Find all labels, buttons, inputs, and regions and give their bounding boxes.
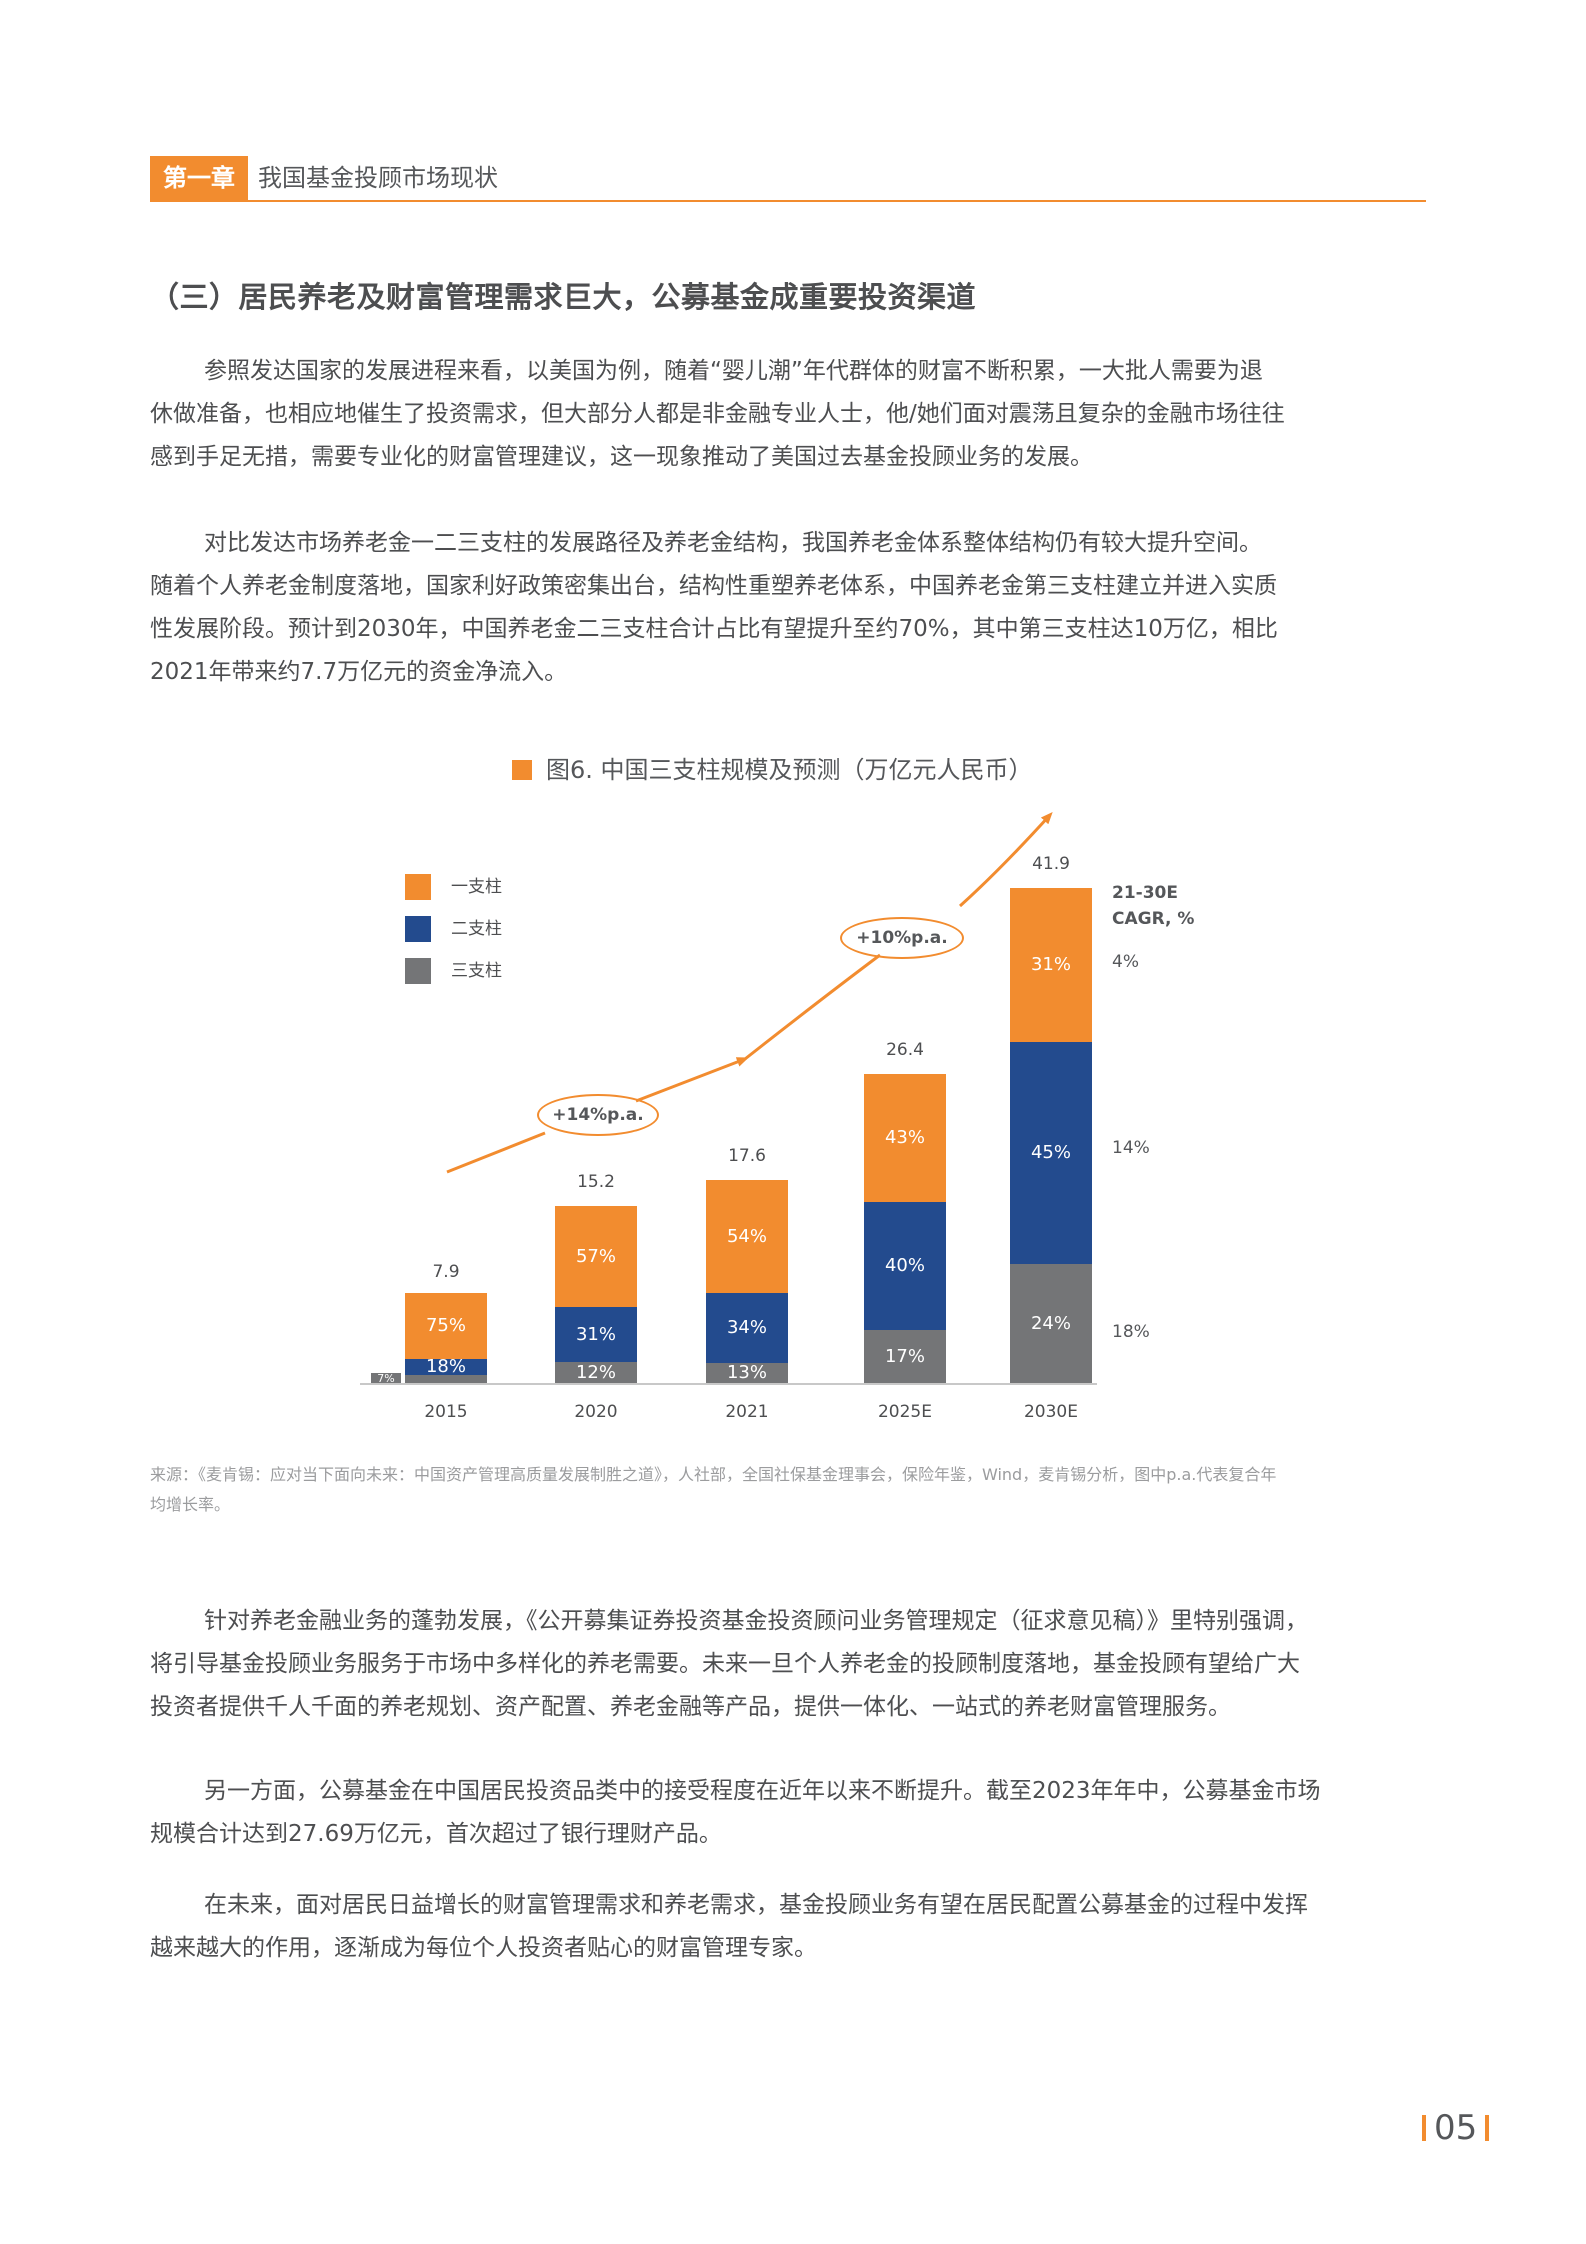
bar-segment-pillar3: 24% bbox=[1010, 1264, 1092, 1383]
bar-segment-pillar2: 31% bbox=[555, 1307, 637, 1362]
bar-total: 26.4 bbox=[886, 1040, 924, 1060]
paragraph-5: 在未来，面对居民日益增长的财富管理需求和养老需求，基金投顾业务有望在居民配置公募… bbox=[150, 1884, 1426, 1970]
paragraph-2: 对比发达市场养老金一二三支柱的发展路径及养老金结构，我国养老金体系整体结构仍有较… bbox=[150, 522, 1426, 694]
text-line: 另一方面，公募基金在中国居民投资品类中的接受程度在近年以来不断提升。截至2023… bbox=[204, 1778, 1321, 1804]
bar-2015: 75% 18% bbox=[405, 1293, 487, 1383]
legend-item-pillar2: 二支柱 bbox=[405, 916, 502, 942]
text-line: 对比发达市场养老金一二三支柱的发展路径及养老金结构，我国养老金体系整体结构仍有较… bbox=[204, 530, 1262, 556]
bar-2015-pillar3-label: 7% bbox=[371, 1373, 401, 1385]
text-line: 休做准备，也相应地催生了投资需求，但大部分人都是非金融专业人士，他/她们面对震荡… bbox=[150, 401, 1285, 427]
text-line: 越来越大的作用，逐渐成为每位个人投资者贴心的财富管理专家。 bbox=[150, 1935, 817, 1961]
bar-total: 41.9 bbox=[1032, 854, 1070, 874]
text-line: 在未来，面对居民日益增长的财富管理需求和养老需求，基金投顾业务有望在居民配置公募… bbox=[204, 1892, 1308, 1918]
text-line: 2021年带来约7.7万亿元的资金净流入。 bbox=[150, 659, 568, 685]
cagr-header-line2: CAGR, % bbox=[1112, 909, 1195, 929]
text-line: 随着个人养老金制度落地，国家利好政策密集出台，结构性重塑养老体系，中国养老金第三… bbox=[150, 573, 1277, 599]
bar-segment-pillar2: 45% bbox=[1010, 1042, 1092, 1264]
cagr-pillar3: 18% bbox=[1112, 1322, 1150, 1342]
chart-baseline bbox=[360, 1383, 1097, 1385]
bar-segment-pillar3: 13% bbox=[706, 1363, 788, 1383]
page-number: 05 bbox=[1414, 2108, 1497, 2148]
cagr-pillar2: 14% bbox=[1112, 1138, 1150, 1158]
legend-swatch-orange bbox=[405, 874, 431, 900]
bar-segment-pillar1: 75% bbox=[405, 1293, 487, 1359]
bar-2030E: 31% 45% 24% bbox=[1010, 888, 1092, 1383]
cagr-header-line1: 21-30E bbox=[1112, 883, 1178, 903]
x-axis-label: 2015 bbox=[424, 1402, 468, 1422]
bar-segment-pillar3: 17% bbox=[864, 1330, 946, 1383]
source-line: 来源：《麦肯锡：应对当下面向未来：中国资产管理高质量发展制胜之道》，人社部，全国… bbox=[150, 1465, 1277, 1484]
growth-label-2015-2021: +14%p.a. bbox=[537, 1094, 659, 1136]
legend-swatch-gray bbox=[405, 958, 431, 984]
text-line: 针对养老金融业务的蓬勃发展，《公开募集证券投资基金投资顾问业务管理规定（征求意见… bbox=[204, 1608, 1308, 1634]
figure-title-text: 图6. 中国三支柱规模及预测（万亿元人民币） bbox=[546, 756, 1033, 784]
legend-label: 一支柱 bbox=[451, 877, 502, 897]
bar-segment-pillar2: 34% bbox=[706, 1293, 788, 1363]
square-bullet-icon bbox=[512, 760, 532, 780]
section-heading: （三）居民养老及财富管理需求巨大，公募基金成重要投资渠道 bbox=[150, 280, 977, 314]
text-line: 性发展阶段。预计到2030年，中国养老金二三支柱合计占比有望提升至约70%，其中… bbox=[150, 616, 1278, 642]
bar-segment-pillar3 bbox=[405, 1375, 487, 1383]
x-axis-label: 2025E bbox=[877, 1402, 932, 1422]
growth-arrow-icon bbox=[446, 812, 1053, 1174]
x-axis-label: 2030E bbox=[1023, 1402, 1078, 1422]
x-axis-label: 2021 bbox=[725, 1402, 769, 1422]
bar-2021: 54% 34% 13% bbox=[706, 1180, 788, 1383]
bar-segment-pillar2: 18% bbox=[405, 1358, 487, 1376]
bar-segment-pillar1: 31% bbox=[1010, 888, 1092, 1042]
figure-source: 来源：《麦肯锡：应对当下面向未来：中国资产管理高质量发展制胜之道》，人社部，全国… bbox=[150, 1460, 1426, 1520]
x-axis-label: 2020 bbox=[574, 1402, 618, 1422]
header-divider bbox=[150, 200, 1426, 202]
text-line: 参照发达国家的发展进程来看，以美国为例，随着“婴儿潮”年代群体的财富不断积累，一… bbox=[204, 358, 1263, 384]
paragraph-1: 参照发达国家的发展进程来看，以美国为例，随着“婴儿潮”年代群体的财富不断积累，一… bbox=[150, 350, 1426, 479]
page-number-right-bar bbox=[1485, 2115, 1490, 2141]
chapter-title: 我国基金投顾市场现状 bbox=[258, 164, 498, 192]
bar-total: 17.6 bbox=[728, 1146, 766, 1166]
legend-label: 三支柱 bbox=[451, 961, 502, 981]
chapter-label: 第一章 bbox=[150, 156, 248, 200]
bar-segment-pillar1: 43% bbox=[864, 1074, 946, 1202]
legend-item-pillar3: 三支柱 bbox=[405, 958, 502, 984]
text-line: 感到手足无措，需要专业化的财富管理建议，这一现象推动了美国过去基金投顾业务的发展… bbox=[150, 444, 1093, 470]
cagr-pillar1: 4% bbox=[1112, 952, 1139, 972]
cagr-header: 21-30E CAGR, % bbox=[1112, 880, 1194, 932]
bar-2020: 57% 31% 12% bbox=[555, 1206, 637, 1383]
legend-item-pillar1: 一支柱 bbox=[405, 874, 502, 900]
growth-label-2021-2030: +10%p.a. bbox=[840, 917, 964, 959]
figure-title: 图6. 中国三支柱规模及预测（万亿元人民币） bbox=[512, 750, 1033, 785]
bar-segment-pillar1: 54% bbox=[706, 1180, 788, 1293]
bar-segment-pillar1: 57% bbox=[555, 1206, 637, 1307]
text-line: 将引导基金投顾业务服务于市场中多样化的养老需要。未来一旦个人养老金的投顾制度落地… bbox=[150, 1651, 1300, 1677]
bar-2025E: 43% 40% 17% bbox=[864, 1074, 946, 1383]
bar-segment-pillar2: 40% bbox=[864, 1202, 946, 1330]
page-number-left-bar bbox=[1422, 2115, 1426, 2141]
source-line: 均增长率。 bbox=[150, 1495, 231, 1514]
bar-total: 7.9 bbox=[432, 1262, 460, 1282]
text-line: 规模合计达到27.69万亿元，首次超过了银行理财产品。 bbox=[150, 1821, 722, 1847]
page-number-text: 05 bbox=[1434, 2108, 1478, 2148]
bar-segment-pillar3: 12% bbox=[555, 1362, 637, 1383]
legend-swatch-blue bbox=[405, 916, 431, 942]
legend-label: 二支柱 bbox=[451, 919, 502, 939]
paragraph-4: 另一方面，公募基金在中国居民投资品类中的接受程度在近年以来不断提升。截至2023… bbox=[150, 1770, 1426, 1856]
paragraph-3: 针对养老金融业务的蓬勃发展，《公开募集证券投资基金投资顾问业务管理规定（征求意见… bbox=[150, 1600, 1426, 1729]
bar-total: 15.2 bbox=[577, 1172, 615, 1192]
text-line: 投资者提供千人千面的养老规划、资产配置、养老金融等产品，提供一体化、一站式的养老… bbox=[150, 1694, 1231, 1720]
